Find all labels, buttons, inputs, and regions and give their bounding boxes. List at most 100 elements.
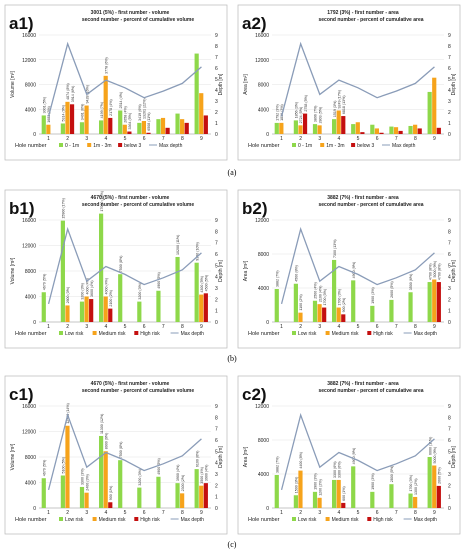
legend-swatch xyxy=(367,517,372,521)
bar-1m-3m xyxy=(317,125,322,134)
y2-tick-label: 1 xyxy=(448,495,451,501)
y-tick-label: 8000 xyxy=(25,83,36,89)
legend-label: High risk xyxy=(373,331,393,337)
bar-low-risk xyxy=(118,274,123,322)
chart-panel-5: c2) 3882 (7%) - first number - areasecond… xyxy=(237,375,461,535)
y2-tick-label: 5 xyxy=(215,77,218,83)
y2-tick-label: 9 xyxy=(215,33,218,39)
x-axis-label: Hole number xyxy=(15,143,47,149)
y2-tick-label: 9 xyxy=(448,33,451,39)
bar-below-3 xyxy=(203,115,208,134)
data-label: 3200 (3%) xyxy=(138,469,142,486)
bar-low-risk xyxy=(427,282,432,322)
bar-1m-3m xyxy=(393,127,399,134)
panel-frame xyxy=(237,189,461,349)
y2-tick-label: 0 xyxy=(215,320,218,326)
x-tick-label: 9 xyxy=(433,136,436,142)
y2-tick-label: 3 xyxy=(448,472,451,478)
y-axis-label: Volume [m³] xyxy=(10,257,16,284)
bar-high-risk xyxy=(322,307,327,322)
bar-low-risk xyxy=(389,299,394,322)
y2-axis-label: Depth [m] xyxy=(451,73,457,95)
y2-tick-label: 9 xyxy=(448,404,451,410)
legend-swatch xyxy=(87,143,92,147)
bar-1m-3m xyxy=(103,75,108,134)
x-tick-label: 9 xyxy=(433,510,436,516)
bar-high-risk xyxy=(203,293,208,322)
y2-tick-label: 1 xyxy=(448,121,451,127)
bar-below-3 xyxy=(165,127,170,134)
data-label: 3882 (7%) xyxy=(275,270,279,287)
bar-below-3 xyxy=(360,132,365,134)
bar-1m-3m xyxy=(279,122,284,134)
data-label: 2800 (5%) xyxy=(390,466,394,483)
bar-high-risk xyxy=(341,502,346,508)
panel-frame xyxy=(4,375,228,535)
data-label: 2658 (4%) xyxy=(124,106,128,123)
data-label: 1792 (3%) xyxy=(275,104,279,121)
bar-below-3 xyxy=(379,132,384,134)
panel-label: c1) xyxy=(9,385,34,404)
bar-high-risk xyxy=(108,502,113,508)
legend-label: Medium risk xyxy=(332,331,359,337)
bar-low-risk xyxy=(137,301,142,322)
x-tick-label: 6 xyxy=(143,136,146,142)
bar-high-risk xyxy=(436,282,441,322)
data-label: 3882 (7%) xyxy=(275,456,279,473)
data-label: 4900 (9%) xyxy=(352,448,356,465)
chart-panel-4: c1) 4670 (5%) - first number - volumeseco… xyxy=(4,375,228,535)
chart-header-line: 3882 (7%) - first number - area xyxy=(327,195,399,201)
bar-below-3 xyxy=(341,116,346,134)
bar-medium-risk xyxy=(199,485,204,508)
bar-1m-3m xyxy=(432,77,437,134)
y2-tick-label: 3 xyxy=(215,472,218,478)
data-label: 4500 (8%) xyxy=(295,265,299,282)
x-tick-label: 7 xyxy=(162,324,165,330)
legend-label: below 3 xyxy=(124,143,141,149)
x-tick-label: 2 xyxy=(66,510,69,516)
legend-swatch xyxy=(292,517,296,521)
bar-0-1m xyxy=(79,122,85,134)
y-tick-label: 8000 xyxy=(25,455,36,461)
y2-tick-label: 0 xyxy=(448,132,451,138)
bar-medium-risk xyxy=(65,425,70,508)
data-label: 3778 (6%) xyxy=(104,57,108,74)
x-tick-label: 7 xyxy=(162,510,165,516)
data-label: 7300 (13%) xyxy=(333,239,337,258)
bar-0-1m xyxy=(351,124,356,134)
y2-tick-label: 1 xyxy=(215,495,218,501)
bar-below-3 xyxy=(436,127,441,134)
legend-label: Max depth xyxy=(181,331,205,337)
bar-0-1m xyxy=(408,125,413,134)
data-label: 3200 (3%) xyxy=(138,283,142,300)
x-tick-label: 5 xyxy=(357,510,360,516)
data-label: 4400 (8%) xyxy=(299,452,303,469)
data-label: 9249 (17%) xyxy=(337,90,341,109)
data-label: 4500 (5%) xyxy=(205,275,209,292)
y2-tick-label: 3 xyxy=(215,286,218,292)
data-label: 2500 (4%) xyxy=(314,282,318,299)
legend-label: High risk xyxy=(373,517,393,523)
bar-1m-3m xyxy=(199,93,204,134)
legend-swatch xyxy=(134,331,139,335)
data-label: 17000 (18%) xyxy=(100,191,104,212)
y-tick-label: 4000 xyxy=(258,472,269,478)
data-label: 3896 (7%) xyxy=(314,106,318,123)
bar-below-3 xyxy=(146,132,151,134)
y-axis-label: Volume [m³] xyxy=(10,443,16,470)
y2-tick-label: 2 xyxy=(215,483,218,489)
y2-tick-label: 2 xyxy=(215,297,218,303)
bar-medium-risk xyxy=(432,279,437,322)
y-tick-label: 16000 xyxy=(255,33,269,39)
bar-low-risk xyxy=(175,483,180,508)
data-label: 4700 (8%) xyxy=(438,263,442,280)
y2-tick-label: 7 xyxy=(215,55,218,61)
caption-a: (a) xyxy=(227,168,237,177)
x-axis-label: Hole number xyxy=(248,517,280,523)
bar-medium-risk xyxy=(103,451,108,508)
data-label: 3401 (6%) xyxy=(81,104,85,121)
x-tick-label: 4 xyxy=(104,136,107,142)
y2-tick-label: 2 xyxy=(448,297,451,303)
y-tick-label: 8000 xyxy=(25,269,36,275)
